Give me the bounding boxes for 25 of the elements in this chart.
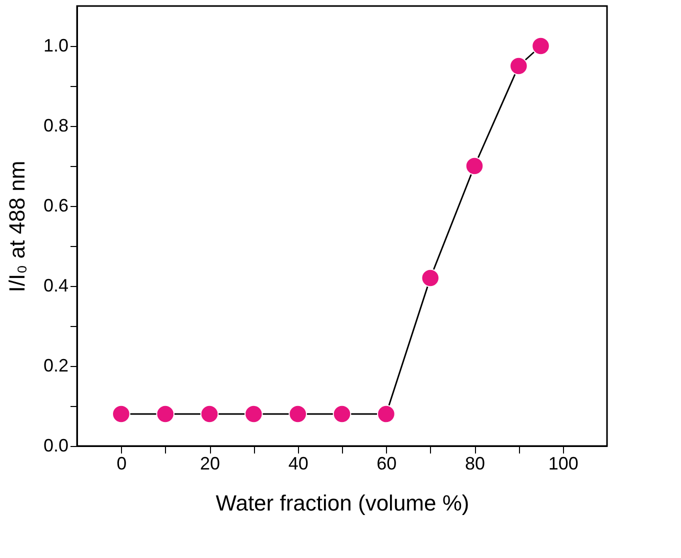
point: [421, 268, 440, 288]
point: [244, 404, 263, 424]
x-tick-label: 20: [200, 454, 220, 474]
x-tick-label: 40: [288, 454, 308, 474]
y-tick-label: 1.0: [43, 36, 68, 56]
point: [112, 404, 130, 424]
point: [156, 404, 174, 424]
y-tick-label: 0.4: [43, 276, 68, 296]
x-axis-title: Water fraction (volume %): [216, 490, 470, 516]
point: [465, 156, 484, 176]
y-tick-label: 0.0: [43, 436, 68, 456]
y-axis-title: I/I₀ at 488 nm: [4, 160, 30, 292]
x-tick-label: 80: [464, 454, 486, 474]
point: [288, 404, 307, 424]
point: [332, 404, 352, 424]
y-tick-label: 0.8: [43, 116, 68, 136]
x-tick-label: 100: [548, 454, 578, 474]
point: [377, 404, 396, 424]
point: [532, 36, 550, 56]
y-tick-label: 0.6: [43, 196, 68, 216]
y-tick-label: 0.2: [43, 356, 68, 376]
x-tick-label: 60: [376, 454, 397, 474]
point: [200, 404, 219, 424]
point: [510, 56, 528, 76]
x-tick-label: 0: [116, 454, 127, 474]
